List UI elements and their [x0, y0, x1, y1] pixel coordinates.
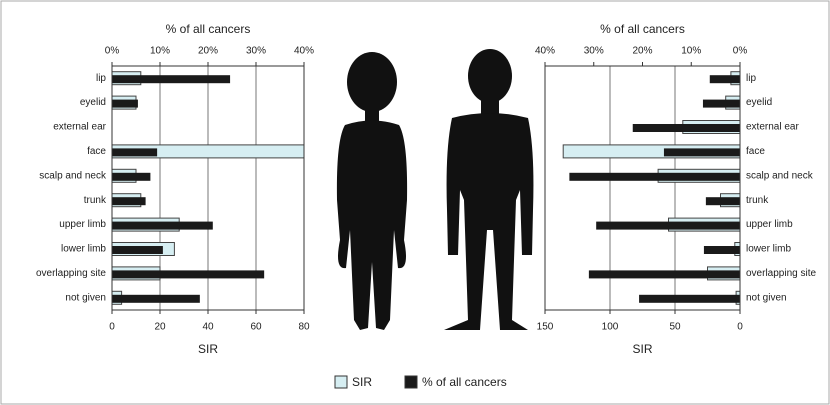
percent-bar	[588, 270, 740, 279]
percent-bar	[705, 197, 740, 206]
percent-bar	[702, 99, 740, 108]
category-label: upper limb	[746, 219, 793, 230]
legend-label: SIR	[352, 375, 372, 389]
percent-bar	[112, 75, 231, 84]
legend-swatch	[334, 375, 348, 389]
female-silhouette	[336, 52, 408, 330]
plot-border	[544, 65, 741, 311]
category-label: trunk	[746, 195, 769, 206]
x-tick-label: 80	[298, 322, 310, 333]
category-label: external ear	[746, 122, 799, 133]
percent-bar	[112, 294, 200, 303]
x-tick-label: 60	[250, 322, 262, 333]
x2-tick-label: 10%	[150, 46, 170, 57]
category-label: overlapping site	[746, 268, 816, 279]
percent-bar	[112, 246, 163, 254]
x2-tick-label: 0%	[105, 46, 120, 57]
plot-border	[111, 65, 305, 311]
percent-bar	[639, 294, 740, 303]
category-label: eyelid	[80, 97, 106, 108]
x-axis-title: SIR	[198, 342, 218, 356]
x-tick-label: 150	[537, 322, 554, 333]
x2-axis-title: % of all cancers	[166, 22, 251, 36]
x2-tick-label: 10%	[681, 46, 701, 57]
x2-axis-title: % of all cancers	[600, 22, 685, 36]
percent-bar	[709, 75, 740, 84]
percent-bar	[569, 172, 740, 181]
x2-tick-label: 30%	[584, 46, 604, 57]
x2-tick-label: 20%	[632, 46, 652, 57]
category-label: scalp and neck	[39, 170, 107, 181]
percent-bar	[663, 148, 740, 157]
category-label: face	[746, 146, 765, 157]
category-label: overlapping site	[36, 268, 106, 279]
x2-tick-label: 30%	[246, 46, 266, 57]
x-tick-label: 40	[202, 322, 214, 333]
percent-bar	[703, 246, 740, 254]
x2-tick-label: 40%	[294, 46, 314, 57]
x-tick-label: 0	[737, 322, 743, 333]
percent-bar	[632, 124, 740, 132]
category-label: scalp and neck	[746, 170, 814, 181]
percent-bar	[112, 172, 151, 181]
category-label: external ear	[53, 122, 106, 133]
percent-bar	[112, 221, 213, 230]
category-label: lower limb	[746, 244, 791, 255]
legend-swatch	[404, 375, 418, 389]
percent-bar	[596, 221, 740, 230]
x2-tick-label: 0%	[733, 46, 748, 57]
percent-bar	[112, 197, 146, 206]
category-label: eyelid	[746, 97, 772, 108]
male-silhouette	[444, 49, 534, 330]
x-tick-label: 50	[669, 322, 681, 333]
category-label: face	[87, 146, 106, 157]
legend-label: % of all cancers	[422, 375, 507, 389]
percent-bar	[112, 270, 265, 279]
category-label: trunk	[84, 195, 107, 206]
x-tick-label: 100	[602, 322, 619, 333]
x-tick-label: 0	[109, 322, 115, 333]
x2-tick-label: 20%	[198, 46, 218, 57]
x2-tick-label: 40%	[535, 46, 555, 57]
category-label: lower limb	[61, 244, 106, 255]
x-axis-title: SIR	[632, 342, 652, 356]
category-label: not given	[65, 292, 106, 303]
percent-bar	[112, 99, 138, 108]
category-label: upper limb	[59, 219, 106, 230]
category-label: not given	[746, 292, 787, 303]
category-label: lip	[96, 73, 106, 84]
category-label: lip	[746, 73, 756, 84]
percent-bar	[112, 148, 158, 157]
x-tick-label: 20	[154, 322, 166, 333]
